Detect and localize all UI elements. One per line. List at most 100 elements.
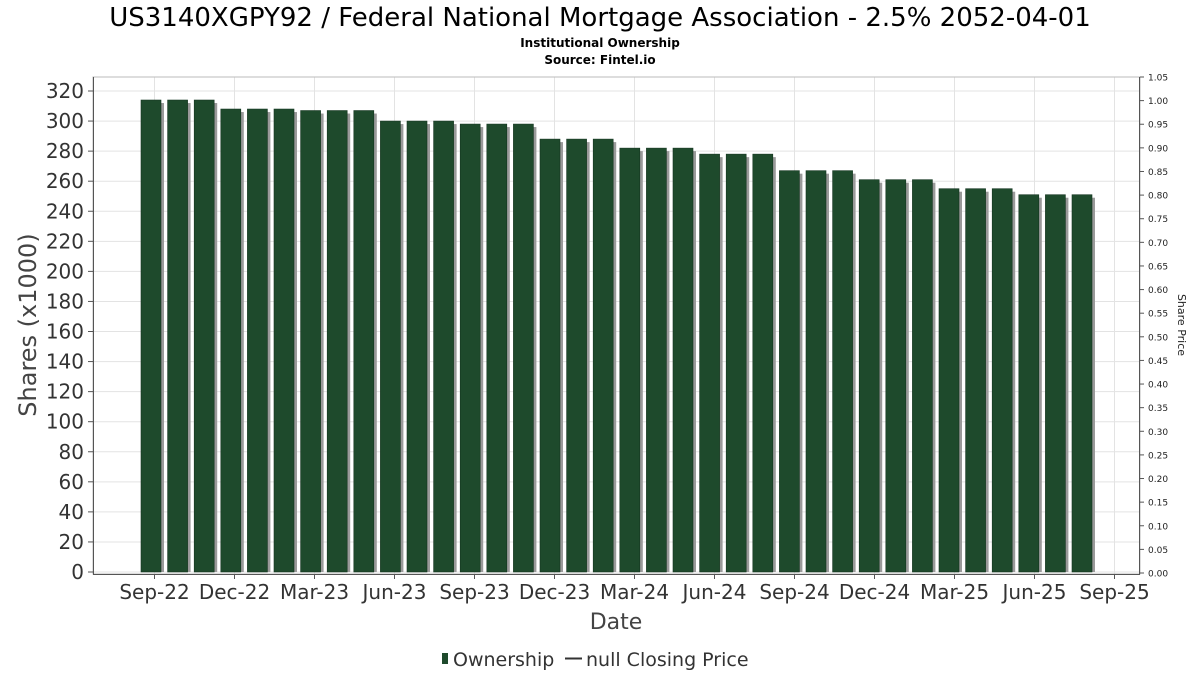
- y-axis-ticks: 0 20 40 60 80 100 120 140 160 180 200 220 240 260 280 3…: [46, 79, 93, 584]
- y2-tick-label: 0.55: [1148, 310, 1168, 320]
- legend-label-ownership: Ownership: [453, 649, 554, 671]
- y2-tick-label: 0.20: [1148, 475, 1168, 485]
- y-tick-label: 280: [46, 139, 84, 163]
- bar: [619, 147, 641, 573]
- bar: [592, 138, 614, 573]
- bar: [353, 110, 375, 573]
- y2-axis-ticks: 0.00 0.05 0.10 0.15 0.20 0.25 0.30 0.35 0.40 0.45…: [1140, 74, 1168, 580]
- y2-tick-label: 0.65: [1148, 262, 1168, 272]
- y2-tick-label: 0.95: [1148, 121, 1168, 131]
- bar: [167, 99, 188, 573]
- y-tick-label: 300: [46, 109, 84, 133]
- y2-tick-label: 0.15: [1148, 499, 1168, 509]
- bar: [938, 188, 960, 573]
- bar: [539, 138, 561, 573]
- y2-tick-label: 0.35: [1148, 404, 1168, 414]
- chart-subtitle: Institutional Ownership: [520, 36, 680, 50]
- y-tick-label: 180: [46, 289, 84, 313]
- y-tick-label: 0: [71, 560, 84, 584]
- bar: [486, 123, 508, 573]
- bar: [672, 147, 694, 573]
- bar: [832, 170, 853, 573]
- bar: [433, 120, 454, 573]
- y-tick-label: 140: [46, 350, 84, 374]
- bar: [513, 123, 534, 573]
- bar: [459, 123, 481, 573]
- bar: [406, 120, 428, 573]
- y2-tick-label: 0.60: [1148, 286, 1168, 296]
- bar: [273, 108, 295, 573]
- y2-tick-label: 0.85: [1148, 168, 1168, 178]
- legend: Ownership null Closing Price: [442, 649, 749, 671]
- bar: [912, 179, 933, 573]
- x-axis-label: Date: [590, 610, 643, 635]
- bar: [805, 170, 827, 573]
- x-tick-label: Mar-23: [280, 580, 349, 604]
- x-tick-label: Mar-24: [600, 580, 669, 604]
- y-tick-label: 320: [46, 79, 84, 103]
- x-tick-label: Dec-24: [839, 580, 910, 604]
- bar: [380, 120, 401, 573]
- x-tick-label: Mar-25: [920, 580, 989, 604]
- y2-tick-label: 0.40: [1148, 381, 1168, 391]
- y-tick-label: 40: [59, 500, 84, 524]
- y2-tick-label: 0.10: [1148, 522, 1168, 532]
- y-tick-label: 60: [59, 470, 84, 494]
- x-tick-label: Sep-22: [119, 580, 189, 604]
- x-tick-label: Jun-24: [681, 580, 747, 604]
- bar: [247, 108, 268, 573]
- y2-tick-label: 0.00: [1148, 570, 1168, 580]
- x-tick-label: Jun-23: [361, 580, 427, 604]
- y-tick-label: 80: [59, 440, 84, 464]
- bar: [965, 188, 986, 573]
- y2-tick-label: 0.30: [1148, 428, 1168, 438]
- x-tick-label: Jun-25: [1001, 580, 1067, 604]
- y2-tick-label: 0.90: [1148, 144, 1168, 154]
- bar: [1018, 194, 1040, 573]
- bar: [725, 153, 747, 573]
- bar: [885, 179, 907, 573]
- x-tick-label: Sep-24: [759, 580, 829, 604]
- x-tick-label: Dec-23: [519, 580, 590, 604]
- y2-tick-label: 0.70: [1148, 239, 1168, 249]
- y2-tick-label: 1.05: [1148, 74, 1168, 84]
- y-tick-label: 120: [46, 380, 84, 404]
- y-tick-label: 260: [46, 169, 84, 193]
- x-tick-label: Dec-22: [199, 580, 270, 604]
- bar: [140, 99, 162, 573]
- chart-source: Source: Fintel.io: [544, 53, 656, 67]
- y-tick-label: 240: [46, 199, 84, 223]
- bar: [858, 179, 880, 573]
- y-tick-label: 20: [59, 530, 84, 554]
- x-tick-label: Sep-25: [1079, 580, 1149, 604]
- y2-tick-label: 1.00: [1148, 97, 1168, 107]
- legend-swatch-ownership: [442, 653, 448, 664]
- bar: [779, 170, 800, 573]
- bar: [326, 110, 348, 573]
- legend-label-closing-price: null Closing Price: [586, 649, 749, 671]
- y2-tick-label: 0.25: [1148, 451, 1168, 461]
- bar: [1045, 194, 1066, 573]
- x-tick-label: Sep-23: [439, 580, 509, 604]
- bar: [566, 138, 587, 573]
- y2-axis-label: Share Price: [1175, 294, 1188, 356]
- y-tick-label: 100: [46, 410, 84, 434]
- bar: [699, 153, 720, 573]
- y2-tick-label: 0.05: [1148, 546, 1168, 556]
- y2-tick-label: 0.80: [1148, 192, 1168, 202]
- bar: [646, 147, 667, 573]
- y-axis-label: Shares (x1000): [14, 233, 42, 416]
- bar: [752, 153, 774, 573]
- y2-tick-label: 0.45: [1148, 357, 1168, 367]
- chart-title: US3140XGPY92 / Federal National Mortgage…: [109, 3, 1091, 33]
- y-tick-label: 160: [46, 320, 84, 344]
- y-tick-label: 220: [46, 229, 84, 253]
- bar: [300, 110, 321, 573]
- x-axis-ticks: Sep-22 Dec-22 Mar-23 Jun-23 Sep-23 Dec-23 Mar-…: [119, 574, 1150, 604]
- bar: [1071, 194, 1093, 573]
- y2-tick-label: 0.50: [1148, 333, 1168, 343]
- bar: [193, 99, 215, 573]
- bar: [991, 188, 1013, 573]
